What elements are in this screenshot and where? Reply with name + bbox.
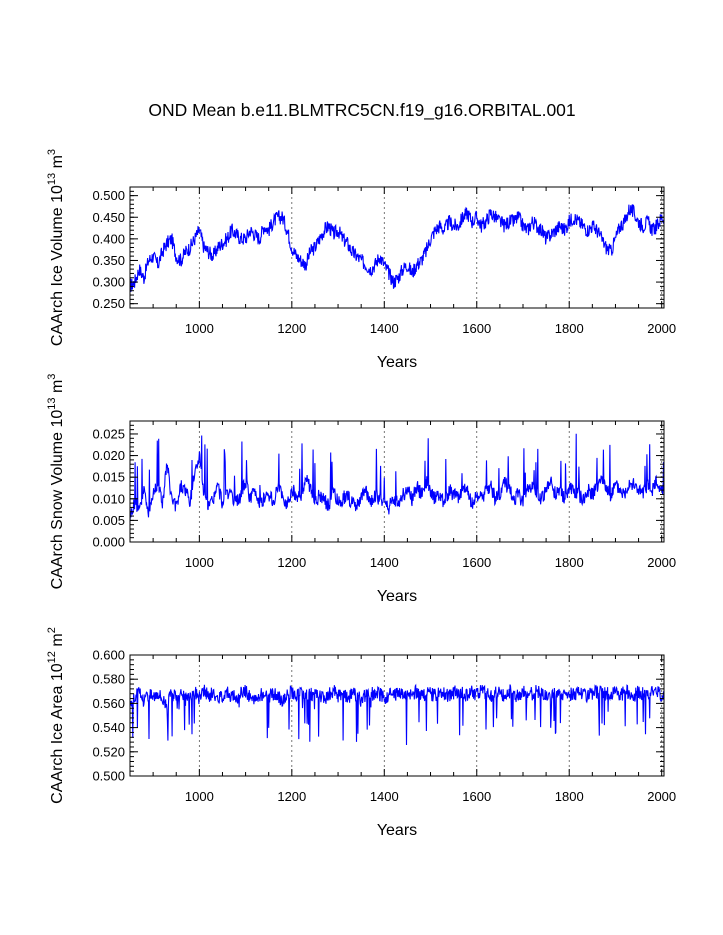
y-tick-label: 0.520 [92, 744, 125, 759]
x-tick-label: 1800 [555, 789, 584, 804]
y-axis-label-part: CAArch Snow Volume 10 [49, 410, 66, 590]
x-axis-label: Years [377, 354, 417, 371]
x-tick-label: 1400 [370, 789, 399, 804]
x-tick-label: 2000 [647, 321, 676, 336]
y-tick-label: 0.350 [92, 253, 125, 268]
y-tick-label: 0.250 [92, 296, 125, 311]
y-axis-label-part: 13 [46, 173, 58, 185]
y-axis-label-part: m [49, 633, 66, 651]
x-tick-label: 1000 [185, 555, 214, 570]
x-tick-label: 2000 [647, 555, 676, 570]
x-axis-label: Years [377, 588, 417, 605]
y-tick-label: 0.010 [92, 491, 125, 506]
ice-area-series-line [129, 683, 665, 746]
y-axis-label-part: 3 [46, 374, 58, 380]
x-tick-label: 1000 [185, 321, 214, 336]
y-tick-label: 0.450 [92, 210, 125, 225]
y-axis-label-part: CAArch Ice Area 10 [49, 663, 66, 804]
plot-frame [129, 420, 665, 543]
y-tick-label: 0.005 [92, 513, 125, 528]
y-tick-label: 0.025 [92, 426, 125, 441]
y-axis-label: CAArch Ice Area 1012 m2 [46, 627, 66, 804]
x-tick-label: 1600 [462, 789, 491, 804]
x-tick-label: 2000 [647, 789, 676, 804]
x-tick-label: 1800 [555, 555, 584, 570]
y-tick-label: 0.020 [92, 448, 125, 463]
y-axis-label-part: 12 [46, 651, 58, 663]
y-axis-label-part: m [49, 380, 66, 398]
plot-frame [129, 654, 665, 777]
x-tick-label: 1200 [277, 555, 306, 570]
x-tick-label: 1400 [370, 555, 399, 570]
x-tick-label: 1600 [462, 555, 491, 570]
ice-volume-panel: 1000 1200 1400 1600 1800 2000 0.250 0.300 0.350 0… [46, 149, 676, 371]
y-tick-label: 0.000 [92, 535, 125, 550]
x-tick-label: 1800 [555, 321, 584, 336]
y-axis-label: CAArch Snow Volume 1013 m3 [46, 374, 66, 590]
y-axis-label-part: 2 [46, 627, 58, 633]
y-tick-label: 0.560 [92, 696, 125, 711]
ice-area-panel: 1000 1200 1400 1600 1800 2000 0.500 0.520 0.540 0… [46, 627, 676, 839]
y-axis-label-part: m [49, 155, 66, 173]
y-tick-label: 0.300 [92, 275, 125, 290]
y-tick-label: 0.400 [92, 231, 125, 246]
y-tick-label: 0.500 [92, 769, 125, 784]
snow-volume-series-line [129, 433, 665, 522]
y-axis-label-part: CAArch Ice Volume 10 [49, 185, 66, 346]
x-tick-label: 1000 [185, 789, 214, 804]
x-tick-label: 1200 [277, 321, 306, 336]
x-tick-label: 1200 [277, 789, 306, 804]
y-tick-label: 0.015 [92, 470, 125, 485]
y-axis-label: CAArch Ice Volume 1013 m3 [46, 149, 66, 346]
figure-title: OND Mean b.e11.BLMTRC5CN.f19_g16.ORBITAL… [148, 100, 575, 121]
y-tick-label: 0.540 [92, 720, 125, 735]
x-axis-label: Years [377, 822, 417, 839]
y-tick-label: 0.600 [92, 648, 125, 663]
x-tick-label: 1400 [370, 321, 399, 336]
x-tick-label: 1600 [462, 321, 491, 336]
y-tick-label: 0.580 [92, 672, 125, 687]
y-axis-label-part: 13 [46, 398, 58, 410]
y-tick-label: 0.500 [92, 188, 125, 203]
ice-volume-series-line [129, 203, 665, 292]
snow-volume-panel: 1000 1200 1400 1600 1800 2000 0.000 0.005 0.010 0… [46, 374, 676, 605]
y-axis-label-part: 3 [46, 149, 58, 155]
